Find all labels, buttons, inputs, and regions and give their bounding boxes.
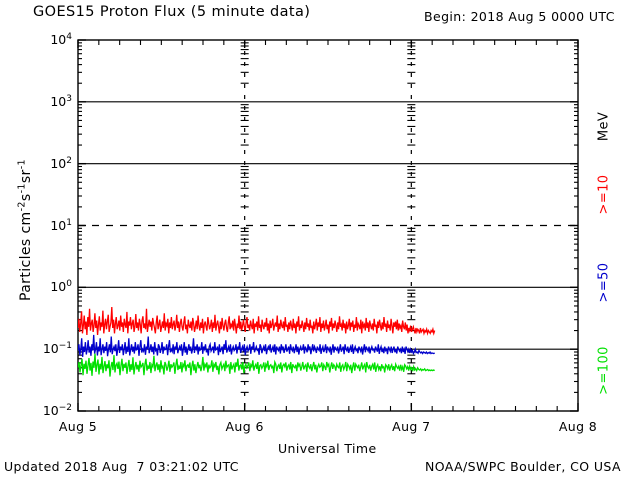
y-tick-label: 101 (50, 217, 72, 233)
data-trace (78, 307, 436, 336)
y-tick-label: 100 (50, 279, 72, 295)
x-tick-label: Aug 6 (225, 419, 264, 434)
chart-title: GOES15 Proton Flux (5 minute data) (33, 4, 311, 20)
y-axis-tick-labels: 104 103 102 101 100 10−1 10−2 (22, 0, 72, 480)
y-tick-label: 10−2 (42, 402, 72, 418)
data-trace (78, 353, 436, 377)
data-traces (78, 307, 436, 377)
y-tick-label: 102 (50, 155, 72, 171)
begin-time-label: Begin: 2018 Aug 5 0000 UTC (424, 9, 615, 24)
x-tick-label: Aug 5 (58, 419, 98, 434)
updated-timestamp: Updated 2018 Aug 7 03:21:02 UTC (4, 459, 239, 474)
x-tick-label: Aug 8 (558, 419, 598, 434)
legend-item: >=100 (596, 346, 612, 395)
y-tick-label: 104 (50, 31, 72, 47)
credit-label: NOAA/SWPC Boulder, CO USA (425, 459, 621, 474)
y-tick-label: 103 (50, 93, 72, 109)
data-trace (78, 334, 436, 357)
y-tick-label: 10−1 (42, 341, 72, 357)
x-axis-label: Universal Time (278, 441, 377, 456)
x-tick-label: Aug 7 (392, 419, 431, 434)
